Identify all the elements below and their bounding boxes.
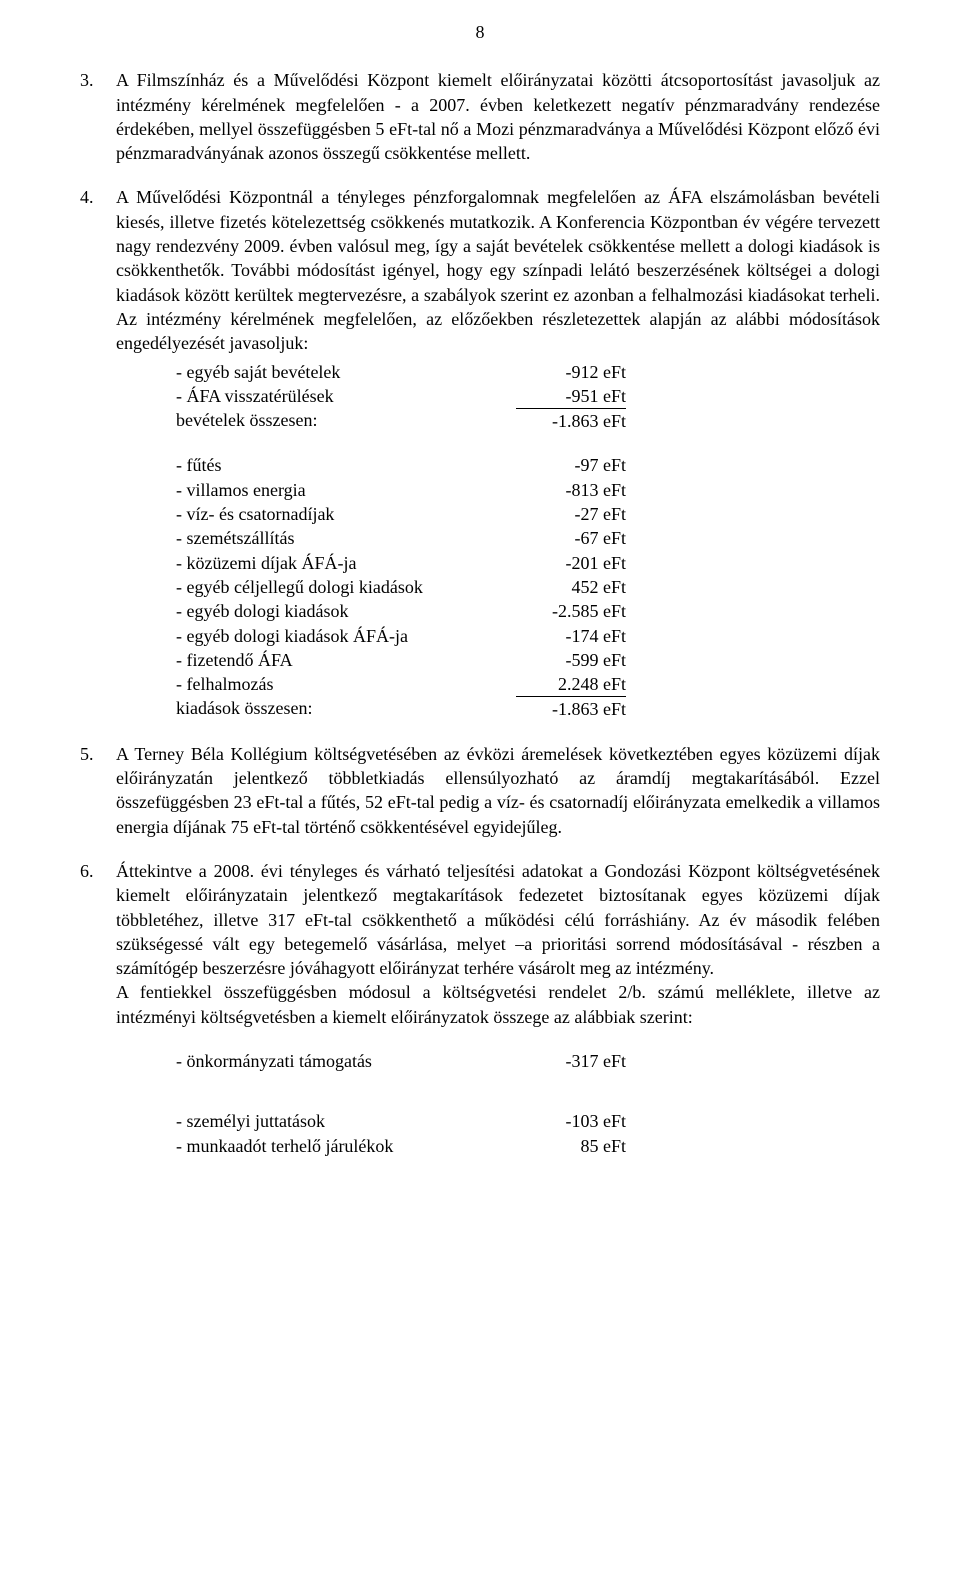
page-number: 8 bbox=[80, 20, 880, 44]
item-label: - egyéb dologi kiadások bbox=[116, 599, 516, 623]
item-label: - víz- és csatornadíjak bbox=[116, 502, 516, 526]
paragraph-4: 4. A Művelődési Központnál a tényleges p… bbox=[80, 185, 880, 721]
item-value: -912 eFt bbox=[516, 360, 626, 384]
item-label: - közüzemi díjak ÁFÁ-ja bbox=[116, 551, 516, 575]
paragraph-5-number: 5. bbox=[80, 742, 94, 766]
item-value: -103 eFt bbox=[516, 1109, 626, 1133]
paragraph-5-body: A Terney Béla Kollégium költségvetésében… bbox=[116, 742, 880, 839]
item-label: - szemétszállítás bbox=[116, 526, 516, 550]
expenses-total: kiadások összesen: -1.863 eFt bbox=[116, 696, 880, 721]
item-value: -2.585 eFt bbox=[516, 599, 626, 623]
item-label: - felhalmozás bbox=[116, 672, 516, 696]
item-label: kiadások összesen: bbox=[116, 696, 516, 721]
paragraph-5: 5. A Terney Béla Kollégium költségvetésé… bbox=[80, 742, 880, 839]
paragraph-6-body: Áttekintve a 2008. évi tényleges és várh… bbox=[116, 859, 880, 980]
item-label: - villamos energia bbox=[116, 478, 516, 502]
item-value: -174 eFt bbox=[516, 624, 626, 648]
line-item: - személyi juttatások -103 eFt bbox=[116, 1109, 880, 1133]
expense-item: - fűtés -97 eFt bbox=[116, 453, 880, 477]
item-value: -951 eFt bbox=[516, 384, 626, 408]
item-label: - egyéb céljellegű dologi kiadások bbox=[116, 575, 516, 599]
item-label: - egyéb dologi kiadások ÁFÁ-ja bbox=[116, 624, 516, 648]
item-value: -67 eFt bbox=[516, 526, 626, 550]
item-label: bevételek összesen: bbox=[116, 408, 516, 433]
item-value: 452 eFt bbox=[516, 575, 626, 599]
paragraph-6-number: 6. bbox=[80, 859, 94, 883]
expenses-list: - fűtés -97 eFt - villamos energia -813 … bbox=[116, 453, 880, 721]
paragraph-4-number: 4. bbox=[80, 185, 94, 209]
expense-item: - villamos energia -813 eFt bbox=[116, 478, 880, 502]
item-value: -27 eFt bbox=[516, 502, 626, 526]
para6-items-2: - személyi juttatások -103 eFt - munkaad… bbox=[116, 1109, 880, 1158]
item-label: - önkormányzati támogatás bbox=[116, 1049, 516, 1073]
item-value: -1.863 eFt bbox=[516, 408, 626, 433]
item-label: - egyéb saját bevételek bbox=[116, 360, 516, 384]
expense-item: - fizetendő ÁFA -599 eFt bbox=[116, 648, 880, 672]
revenues-list: - egyéb saját bevételek -912 eFt - ÁFA v… bbox=[116, 360, 880, 434]
revenue-item: - egyéb saját bevételek -912 eFt bbox=[116, 360, 880, 384]
item-value: 2.248 eFt bbox=[516, 672, 626, 696]
item-label: - fűtés bbox=[116, 453, 516, 477]
item-value: -813 eFt bbox=[516, 478, 626, 502]
item-label: - fizetendő ÁFA bbox=[116, 648, 516, 672]
paragraph-3: 3. A Filmszínház és a Művelődési Központ… bbox=[80, 68, 880, 165]
item-label: - személyi juttatások bbox=[116, 1109, 516, 1133]
item-value: -599 eFt bbox=[516, 648, 626, 672]
expense-item: - egyéb dologi kiadások ÁFÁ-ja -174 eFt bbox=[116, 624, 880, 648]
revenues-total: bevételek összesen: -1.863 eFt bbox=[116, 408, 880, 433]
expense-item: - felhalmozás 2.248 eFt bbox=[116, 672, 880, 696]
revenue-item: - ÁFA visszatérülések -951 eFt bbox=[116, 384, 880, 408]
item-value: -201 eFt bbox=[516, 551, 626, 575]
paragraph-6: 6. Áttekintve a 2008. évi tényleges és v… bbox=[80, 859, 880, 1158]
item-value: 85 eFt bbox=[516, 1134, 626, 1158]
item-label: - ÁFA visszatérülések bbox=[116, 384, 516, 408]
item-value: -1.863 eFt bbox=[516, 696, 626, 721]
expense-item: - egyéb dologi kiadások -2.585 eFt bbox=[116, 599, 880, 623]
paragraph-4-body: A Művelődési Központnál a tényleges pénz… bbox=[116, 185, 880, 355]
expense-item: - víz- és csatornadíjak -27 eFt bbox=[116, 502, 880, 526]
para6-items: - önkormányzati támogatás -317 eFt bbox=[116, 1049, 880, 1073]
line-item: - munkaadót terhelő járulékok 85 eFt bbox=[116, 1134, 880, 1158]
expense-item: - egyéb céljellegű dologi kiadások 452 e… bbox=[116, 575, 880, 599]
line-item: - önkormányzati támogatás -317 eFt bbox=[116, 1049, 880, 1073]
expense-item: - közüzemi díjak ÁFÁ-ja -201 eFt bbox=[116, 551, 880, 575]
item-value: -317 eFt bbox=[516, 1049, 626, 1073]
item-value: -97 eFt bbox=[516, 453, 626, 477]
item-label: - munkaadót terhelő járulékok bbox=[116, 1134, 516, 1158]
expense-item: - szemétszállítás -67 eFt bbox=[116, 526, 880, 550]
paragraph-3-number: 3. bbox=[80, 68, 94, 92]
paragraph-3-body: A Filmszínház és a Művelődési Központ ki… bbox=[116, 68, 880, 165]
paragraph-6-body-2: A fentiekkel összefüggésben módosul a kö… bbox=[116, 980, 880, 1029]
